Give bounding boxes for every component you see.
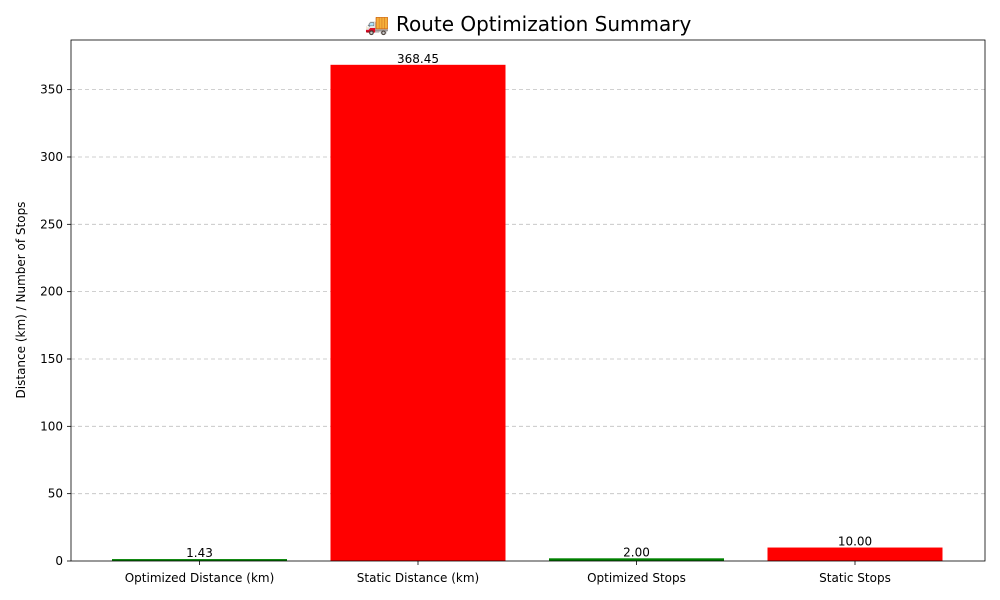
data-label-3: 2.00 [623, 545, 650, 559]
data-label-2: 368.45 [397, 52, 439, 66]
x-tick-label-2: Static Distance (km) [357, 571, 479, 585]
y-axis-title: Distance (km) / Number of Stops [14, 202, 28, 399]
y-tick-label: 0 [55, 554, 63, 568]
y-tick-label: 250 [40, 217, 63, 231]
x-tick-label-1: Optimized Distance (km) [125, 571, 275, 585]
x-tick-label-4: Static Stops [819, 571, 891, 585]
y-tick-label: 150 [40, 352, 63, 366]
plot-frame [70, 39, 986, 562]
gridlines [71, 89, 985, 495]
bar-4 [767, 547, 943, 561]
bar-3 [549, 558, 724, 561]
y-tick-label: 300 [40, 150, 63, 164]
y-tick-label: 100 [40, 419, 63, 433]
data-label-1: 1.43 [186, 546, 213, 560]
bar-2 [330, 64, 506, 561]
axes: Optimized Distance (km) Static Distance (… [40, 39, 986, 585]
y-tick-label: 50 [48, 487, 63, 501]
bar-1 [112, 559, 287, 561]
bars [112, 64, 943, 561]
data-label-4: 10.00 [838, 535, 872, 549]
y-tick-label: 200 [40, 285, 63, 299]
data-labels: 1.43 368.45 2.00 10.00 [186, 52, 872, 560]
chart-title: 🚚 Route Optimization Summary [365, 12, 692, 36]
y-tick-label: 350 [40, 83, 63, 97]
x-tick-label-3: Optimized Stops [587, 571, 686, 585]
